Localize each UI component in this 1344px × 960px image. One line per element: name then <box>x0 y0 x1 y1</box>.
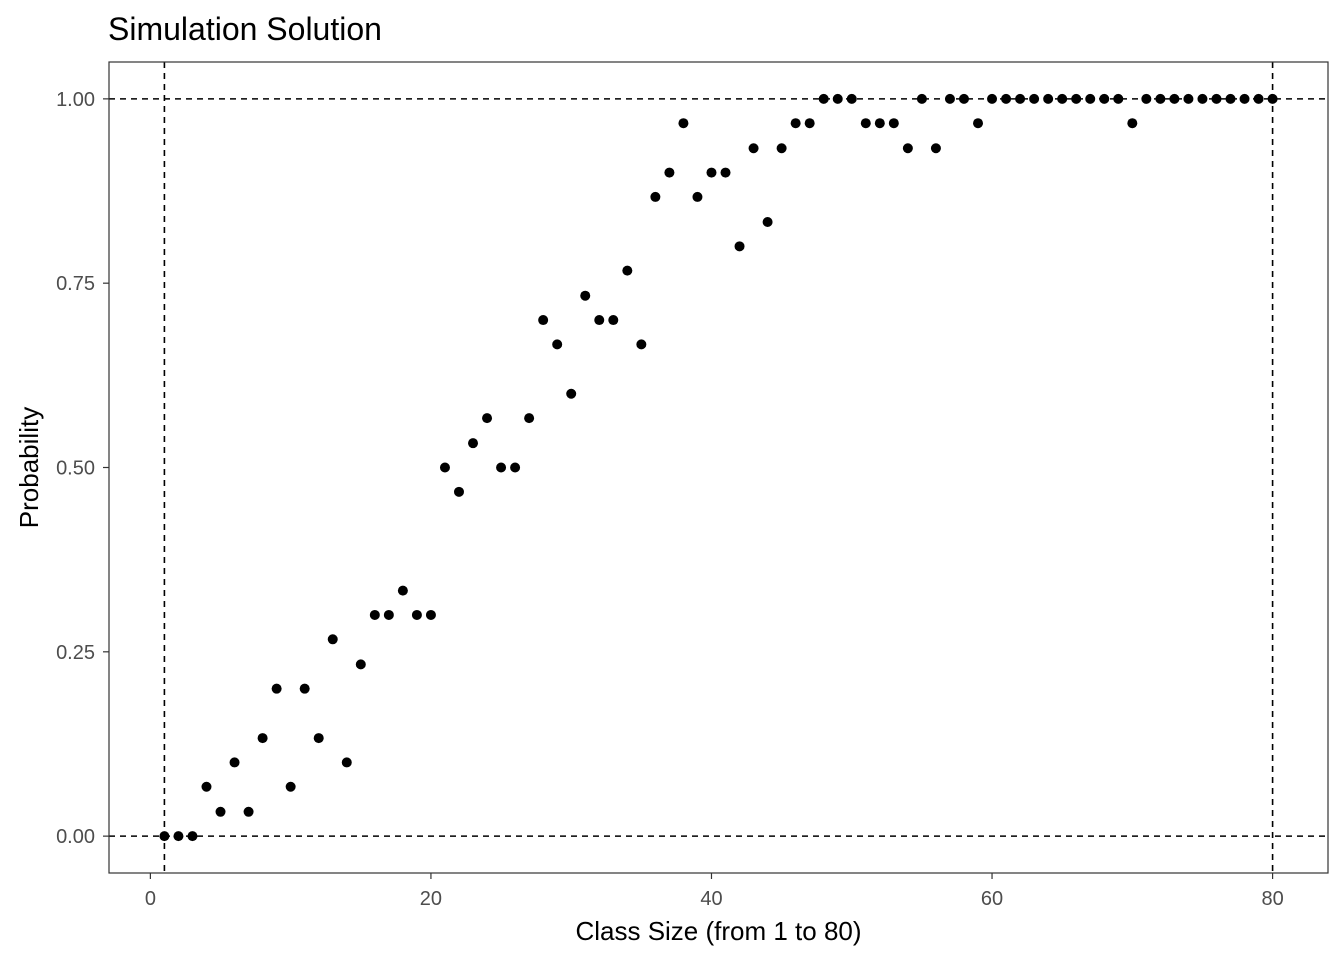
data-point <box>496 462 507 473</box>
data-point <box>874 118 885 129</box>
data-point <box>285 781 296 792</box>
data-point <box>902 143 913 154</box>
x-tick-label: 60 <box>981 888 1003 910</box>
data-point <box>1197 93 1208 104</box>
x-axis-title: Class Size (from 1 to 80) <box>575 916 861 946</box>
data-point <box>299 683 310 694</box>
data-point <box>888 118 899 129</box>
data-point <box>636 339 647 350</box>
data-point <box>173 831 184 842</box>
data-point <box>482 413 493 424</box>
data-point <box>608 315 619 326</box>
data-point <box>762 216 773 227</box>
y-axis-title: Probability <box>14 407 44 528</box>
y-tick-label: 0.25 <box>56 642 95 664</box>
data-point <box>1239 93 1250 104</box>
data-point <box>846 93 857 104</box>
data-point <box>818 93 829 104</box>
data-point <box>594 315 605 326</box>
data-point <box>1113 93 1124 104</box>
data-point <box>1029 93 1040 104</box>
data-point <box>159 831 170 842</box>
data-point <box>271 683 282 694</box>
data-point <box>734 241 745 252</box>
data-point <box>790 118 801 129</box>
data-point <box>439 462 450 473</box>
data-point <box>916 93 927 104</box>
data-points <box>159 93 1278 842</box>
data-point <box>1057 93 1068 104</box>
data-point <box>1001 93 1012 104</box>
data-point <box>1043 93 1054 104</box>
data-point <box>510 462 521 473</box>
data-point <box>930 143 941 154</box>
data-point <box>1085 93 1096 104</box>
data-point <box>341 757 352 768</box>
x-tick-label: 20 <box>420 888 442 910</box>
data-point <box>804 118 815 129</box>
data-point <box>201 781 212 792</box>
x-axis: 0 20 40 60 80 <box>145 873 1284 910</box>
data-point <box>622 265 633 276</box>
data-point <box>1015 93 1026 104</box>
data-point <box>397 585 408 596</box>
data-point <box>1211 93 1222 104</box>
data-point <box>1183 93 1194 104</box>
data-point <box>243 806 254 817</box>
plot-panel-border <box>108 61 1329 874</box>
data-point <box>664 167 675 178</box>
data-point <box>552 339 563 350</box>
data-point <box>1253 93 1264 104</box>
data-point <box>776 143 787 154</box>
y-tick-label: 0.75 <box>56 273 95 295</box>
data-point <box>468 438 479 449</box>
data-point <box>369 609 380 620</box>
data-point <box>944 93 955 104</box>
data-point <box>327 634 338 645</box>
data-point <box>973 118 984 129</box>
data-point <box>678 118 689 129</box>
data-point <box>257 733 268 744</box>
x-tick-label: 0 <box>145 888 156 910</box>
data-point <box>1169 93 1180 104</box>
data-point <box>538 315 549 326</box>
data-point <box>580 290 591 301</box>
data-point <box>187 831 198 842</box>
data-point <box>1141 93 1152 104</box>
data-point <box>1225 93 1236 104</box>
data-point <box>229 757 240 768</box>
data-point <box>1155 93 1166 104</box>
data-point <box>832 93 843 104</box>
data-point <box>411 609 422 620</box>
y-axis: 0.00 0.25 0.50 0.75 1.00 <box>56 89 109 848</box>
data-point <box>355 659 366 670</box>
data-point <box>987 93 998 104</box>
y-tick-label: 1.00 <box>56 89 95 111</box>
x-tick-label: 40 <box>700 888 722 910</box>
data-point <box>1071 93 1082 104</box>
data-point <box>1127 118 1138 129</box>
y-tick-label: 0.00 <box>56 826 95 848</box>
data-point <box>650 191 661 202</box>
data-point <box>313 733 324 744</box>
data-point <box>1099 93 1110 104</box>
data-point <box>1267 93 1278 104</box>
data-point <box>453 486 464 497</box>
y-tick-label: 0.50 <box>56 458 95 480</box>
data-point <box>958 93 969 104</box>
x-tick-label: 80 <box>1261 888 1283 910</box>
data-point <box>383 609 394 620</box>
data-point <box>706 167 717 178</box>
reference-lines <box>109 62 1328 873</box>
data-point <box>720 167 731 178</box>
data-point <box>425 609 436 620</box>
data-point <box>748 143 759 154</box>
data-point <box>860 118 871 129</box>
data-point <box>566 388 577 399</box>
data-point <box>524 413 535 424</box>
data-point <box>215 806 226 817</box>
data-point <box>692 191 703 202</box>
chart-title: Simulation Solution <box>108 11 382 47</box>
